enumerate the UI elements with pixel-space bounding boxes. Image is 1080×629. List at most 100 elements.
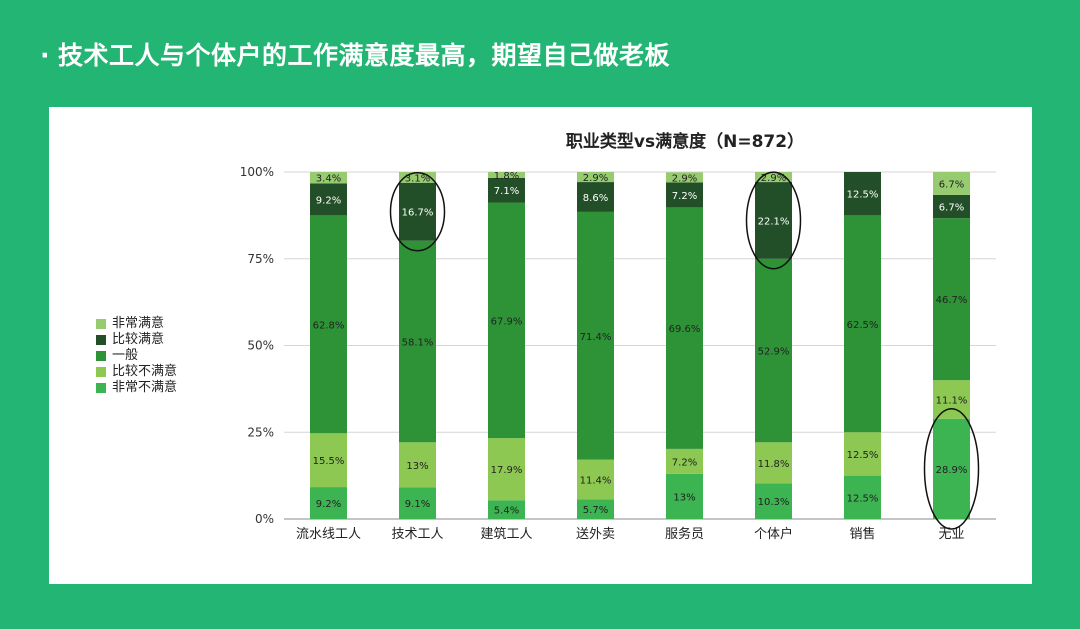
legend-item-satisfied: 比较满意 — [96, 333, 177, 347]
data-label: 5.7% — [583, 505, 608, 516]
data-label: 62.5% — [847, 320, 879, 331]
data-label: 16.7% — [402, 208, 434, 219]
annotation-circle — [745, 171, 802, 270]
data-label: 9.2% — [316, 195, 341, 206]
data-label: 15.5% — [313, 456, 345, 467]
bar-segment — [844, 172, 881, 216]
bar-segment — [844, 215, 881, 433]
bar-segment — [577, 172, 614, 183]
legend-item-dissatisfied: 比较不满意 — [96, 365, 177, 379]
data-label: 13% — [673, 492, 695, 503]
data-label: 12.5% — [847, 493, 879, 504]
bar-segment — [666, 473, 703, 519]
x-tick-label: 建筑工人 — [480, 526, 532, 542]
stacked-bar-chart: 职业类型vs满意度（N=872） 0% 25% 50% 75% 100% 9.2% 15.5%… — [240, 131, 996, 542]
bar-segment — [933, 380, 970, 419]
chart-card: 职业类型vs满意度（N=872） 0% 25% 50% 75% 100% 9.2% 15.5%… — [49, 107, 1032, 584]
bar-segment — [755, 483, 792, 519]
x-tick-label: 无业 — [938, 527, 964, 542]
bar-segment — [488, 172, 525, 178]
chart-title: 职业类型vs满意度（N=872） — [566, 131, 804, 152]
legend-swatch — [96, 319, 106, 329]
y-tick-label: 75% — [247, 252, 274, 266]
legend-label: 非常不满意 — [112, 380, 178, 395]
data-label: 17.9% — [491, 465, 523, 476]
data-label: 28.9% — [936, 465, 968, 476]
data-label: 7.1% — [494, 186, 519, 197]
y-tick-label: 0% — [255, 512, 274, 526]
x-tick-label: 流水线工人 — [296, 527, 361, 542]
bar-segment — [933, 172, 970, 195]
data-label: 22.1% — [758, 216, 790, 227]
bar-segment — [666, 182, 703, 208]
legend-swatch — [96, 383, 106, 393]
data-label: 12.5% — [847, 450, 879, 461]
data-label: 3.1% — [405, 173, 430, 184]
data-label: 6.7% — [939, 179, 964, 190]
annotation-circle — [923, 407, 980, 530]
data-label: 8.6% — [583, 193, 608, 204]
bar-segment — [577, 459, 614, 500]
bar-segment — [933, 218, 970, 381]
data-label: 2.9% — [583, 173, 608, 184]
legend-swatch — [96, 335, 106, 345]
data-label: 13% — [406, 461, 428, 472]
data-label: 5.4% — [494, 506, 519, 517]
legend-label: 非常满意 — [112, 316, 165, 331]
title-bullet: · — [40, 41, 50, 70]
legend-swatch — [96, 367, 106, 377]
bar-segment — [310, 487, 347, 519]
bar-segment — [844, 432, 881, 476]
data-label: 58.1% — [402, 338, 434, 349]
bar-segment — [399, 182, 436, 241]
data-label: 11.4% — [580, 475, 612, 486]
bar-segment — [666, 207, 703, 449]
bar-segment — [577, 182, 614, 212]
data-label: 1.8% — [494, 171, 519, 182]
x-tick-label: 送外卖 — [576, 527, 615, 542]
y-tick-label: 25% — [247, 425, 274, 439]
data-label: 69.6% — [669, 324, 701, 335]
bar-segment — [577, 211, 614, 460]
data-label: 6.7% — [939, 203, 964, 214]
data-label: 2.9% — [761, 173, 786, 184]
slide-title: · 技术工人与个体户的工作满意度最高，期望自己做老板 — [40, 36, 670, 72]
bar-segment — [310, 172, 347, 184]
data-label: 7.2% — [672, 457, 697, 468]
bar-segment — [488, 202, 525, 439]
data-label: 7.2% — [672, 191, 697, 202]
bar-segment — [488, 438, 525, 501]
bar-segment — [844, 475, 881, 519]
data-label: 11.8% — [758, 459, 790, 470]
bar-segment — [488, 177, 525, 203]
y-tick-label: 50% — [247, 339, 274, 353]
bar-segment — [399, 487, 436, 519]
legend-label: 比较不满意 — [112, 364, 178, 379]
x-tick-label: 服务员 — [665, 526, 704, 542]
bar-segment — [399, 240, 436, 443]
bar-segment — [755, 442, 792, 484]
chart-legend: 非常满意 比较满意 一般 比较不满意 非常不满意 — [96, 317, 177, 397]
annotation-circle — [389, 172, 446, 252]
data-label: 12.5% — [847, 190, 879, 201]
data-label: 52.9% — [758, 347, 790, 358]
bar-segment — [933, 418, 970, 519]
bar-segment — [755, 172, 792, 183]
bar-segment — [577, 499, 614, 519]
slide-title-text: 技术工人与个体户的工作满意度最高，期望自己做老板 — [58, 41, 671, 70]
legend-item-very-dissatisfied: 非常不满意 — [96, 381, 177, 395]
bar-segment — [755, 258, 792, 443]
x-tick-label: 个体户 — [754, 526, 793, 542]
bar-segment — [399, 442, 436, 488]
bar-segment — [310, 433, 347, 488]
legend-swatch — [96, 351, 106, 361]
bar-segment — [666, 448, 703, 474]
data-label: 11.1% — [936, 395, 968, 406]
data-label: 71.4% — [580, 332, 612, 343]
bar-segment — [310, 183, 347, 216]
legend-label: 比较满意 — [112, 332, 165, 347]
data-label: 10.3% — [758, 497, 790, 508]
data-label: 9.1% — [405, 499, 430, 510]
data-label: 62.8% — [313, 320, 345, 331]
bar-segment — [488, 500, 525, 519]
